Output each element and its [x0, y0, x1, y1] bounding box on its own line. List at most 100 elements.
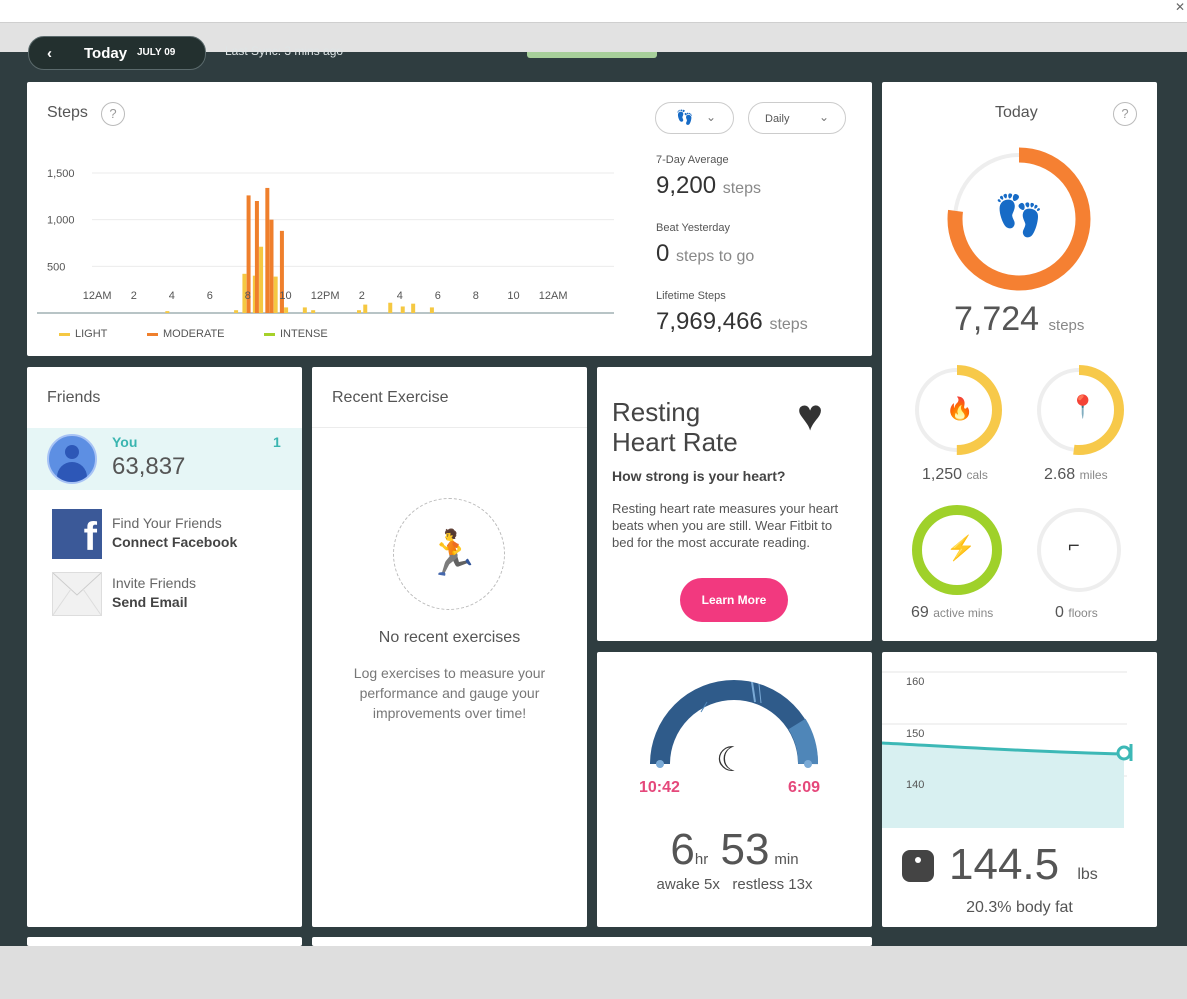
steps-chart: 1,500 1,000 500: [37, 168, 614, 314]
y-tick: 140: [906, 779, 925, 791]
floors-ring: [1037, 508, 1121, 592]
bar-light: [252, 275, 257, 313]
divider: [312, 427, 587, 428]
heart-body: Resting heart rate measures your heart b…: [612, 501, 839, 550]
date-selector[interactable]: ‹ Today JULY 09: [28, 36, 206, 70]
weight-value: 144.5 lbs: [949, 840, 1098, 889]
legend-light: LIGHT: [59, 328, 107, 340]
sleep-details: awake 5x restless 13x: [656, 876, 813, 893]
cals-stat: 1,250 cals: [922, 466, 988, 483]
bar-light: [284, 307, 289, 313]
card-title: Steps: [47, 104, 88, 121]
send-email-link[interactable]: Invite Friends Send Email: [52, 572, 282, 618]
x-tick-label: 12AM: [82, 290, 112, 302]
lifetime-label: Lifetime Steps: [656, 290, 726, 302]
chevron-down-icon: ⌄: [706, 110, 717, 124]
heart-rate-card: Resting Heart Rate ♥ How strong is your h…: [597, 367, 872, 641]
steps-ring: [947, 147, 1091, 291]
close-icon[interactable]: ✕: [1174, 0, 1185, 14]
help-icon[interactable]: ?: [101, 102, 125, 126]
bar-moderate: [254, 201, 259, 313]
empty-title: No recent exercises: [378, 629, 521, 646]
you-row[interactable]: You 1 63,837: [27, 428, 302, 490]
x-tick-label: 8: [472, 290, 479, 302]
bar-moderate: [279, 230, 284, 313]
x-tick-label: 6: [434, 290, 441, 302]
card-title: Friends: [47, 389, 101, 406]
recent-exercise-card: Recent Exercise 🏃 No recent exercises Lo…: [312, 367, 587, 927]
you-label: You: [112, 434, 138, 450]
lifetime-value: 7,969,466 steps: [656, 308, 808, 335]
bar-light: [302, 307, 307, 313]
bar-light: [388, 302, 393, 313]
bar-light: [411, 303, 416, 313]
lightning-icon: ⚡: [946, 535, 976, 562]
today-steps: 7,724 steps: [954, 300, 1085, 338]
bar-moderate: [246, 195, 251, 313]
footprints-icon: 👣: [676, 109, 694, 125]
bar-light: [363, 304, 368, 313]
y-tick-label: 1,000: [47, 215, 75, 227]
bar-light: [311, 310, 316, 313]
bottom-card-left: [27, 937, 302, 946]
dashboard-background: ‹ Today JULY 09 Last Sync: 3 mins ago St…: [0, 36, 1187, 946]
activity-type-dropdown[interactable]: 👣 ⌄: [655, 102, 734, 134]
heart-title: Resting Heart Rate: [612, 397, 738, 457]
x-tick-label: 8: [244, 290, 251, 302]
learn-more-button[interactable]: Learn More: [680, 578, 788, 622]
help-icon[interactable]: ?: [1113, 102, 1137, 126]
sleep-end: 6:09: [788, 779, 821, 796]
bar-moderate: [265, 187, 270, 313]
date-value: JULY 09: [137, 47, 176, 58]
bar-light: [357, 310, 361, 313]
period-label: Daily: [765, 113, 790, 125]
weight-card: 160 150 140 144.5 lbs 20.3% body fat: [882, 652, 1157, 927]
moon-icon: ☾: [716, 741, 747, 779]
item-line1: Invite Friends: [112, 575, 197, 591]
x-tick-label: 2: [130, 290, 137, 302]
legend-intense: INTENSE: [264, 328, 328, 340]
back-arrow-icon[interactable]: ‹: [47, 45, 52, 62]
bar-light: [259, 246, 264, 313]
y-tick: 160: [906, 676, 925, 688]
miles-stat: 2.68 miles: [1044, 466, 1108, 483]
x-tick-label: 12PM: [310, 290, 340, 302]
x-tick-label: 10: [279, 290, 292, 302]
sleep-duration: 6hr 53 min: [670, 825, 799, 874]
sleep-arc: [650, 680, 818, 768]
scale-icon: [902, 850, 934, 882]
bar-light: [242, 273, 247, 313]
x-tick-label: 10: [507, 290, 520, 302]
heart-subtitle: How strong is your heart?: [612, 468, 786, 484]
bar-moderate: [269, 219, 274, 313]
browser-top-bar: ✕: [0, 0, 1187, 22]
bar-light: [400, 306, 405, 313]
cals-ring: [912, 365, 1002, 455]
browser-bottom-area: [0, 946, 1187, 999]
bar-light: [429, 307, 434, 313]
chevron-down-icon: ⌄: [819, 110, 830, 124]
period-dropdown[interactable]: Daily ⌄: [748, 102, 846, 134]
date-label: Today: [84, 45, 128, 62]
you-rank: 1: [273, 434, 281, 450]
facebook-icon: f: [52, 509, 102, 559]
footprints-icon: 👣: [994, 194, 1044, 238]
x-tick-label: 2: [358, 290, 365, 302]
active-ring: [912, 505, 1002, 595]
legend-moderate: MODERATE: [147, 328, 225, 340]
today-card: Today ? 👣 7,724 steps 🔥 1,250 cals 📍 2.6…: [882, 82, 1157, 641]
item-line1: Find Your Friends: [112, 515, 222, 531]
steps-card: Steps ? 1,500 1,000 500 LIGHT MODERATE INT…: [27, 82, 872, 356]
exercise-icon-circle: 🏃: [393, 498, 505, 610]
connect-facebook-link[interactable]: f Find Your Friends Connect Facebook: [52, 509, 282, 559]
x-tick-label: 12AM: [538, 290, 568, 302]
heart-icon: ♥: [797, 391, 824, 440]
x-tick-label: 6: [206, 290, 213, 302]
item-line2: Connect Facebook: [112, 534, 238, 550]
running-person-icon: 🏃: [425, 529, 480, 578]
envelope-icon: [52, 572, 102, 616]
bar-light: [165, 311, 170, 313]
bar-light: [234, 310, 239, 313]
x-tick-label: 4: [396, 290, 403, 302]
card-title: Recent Exercise: [332, 389, 449, 406]
